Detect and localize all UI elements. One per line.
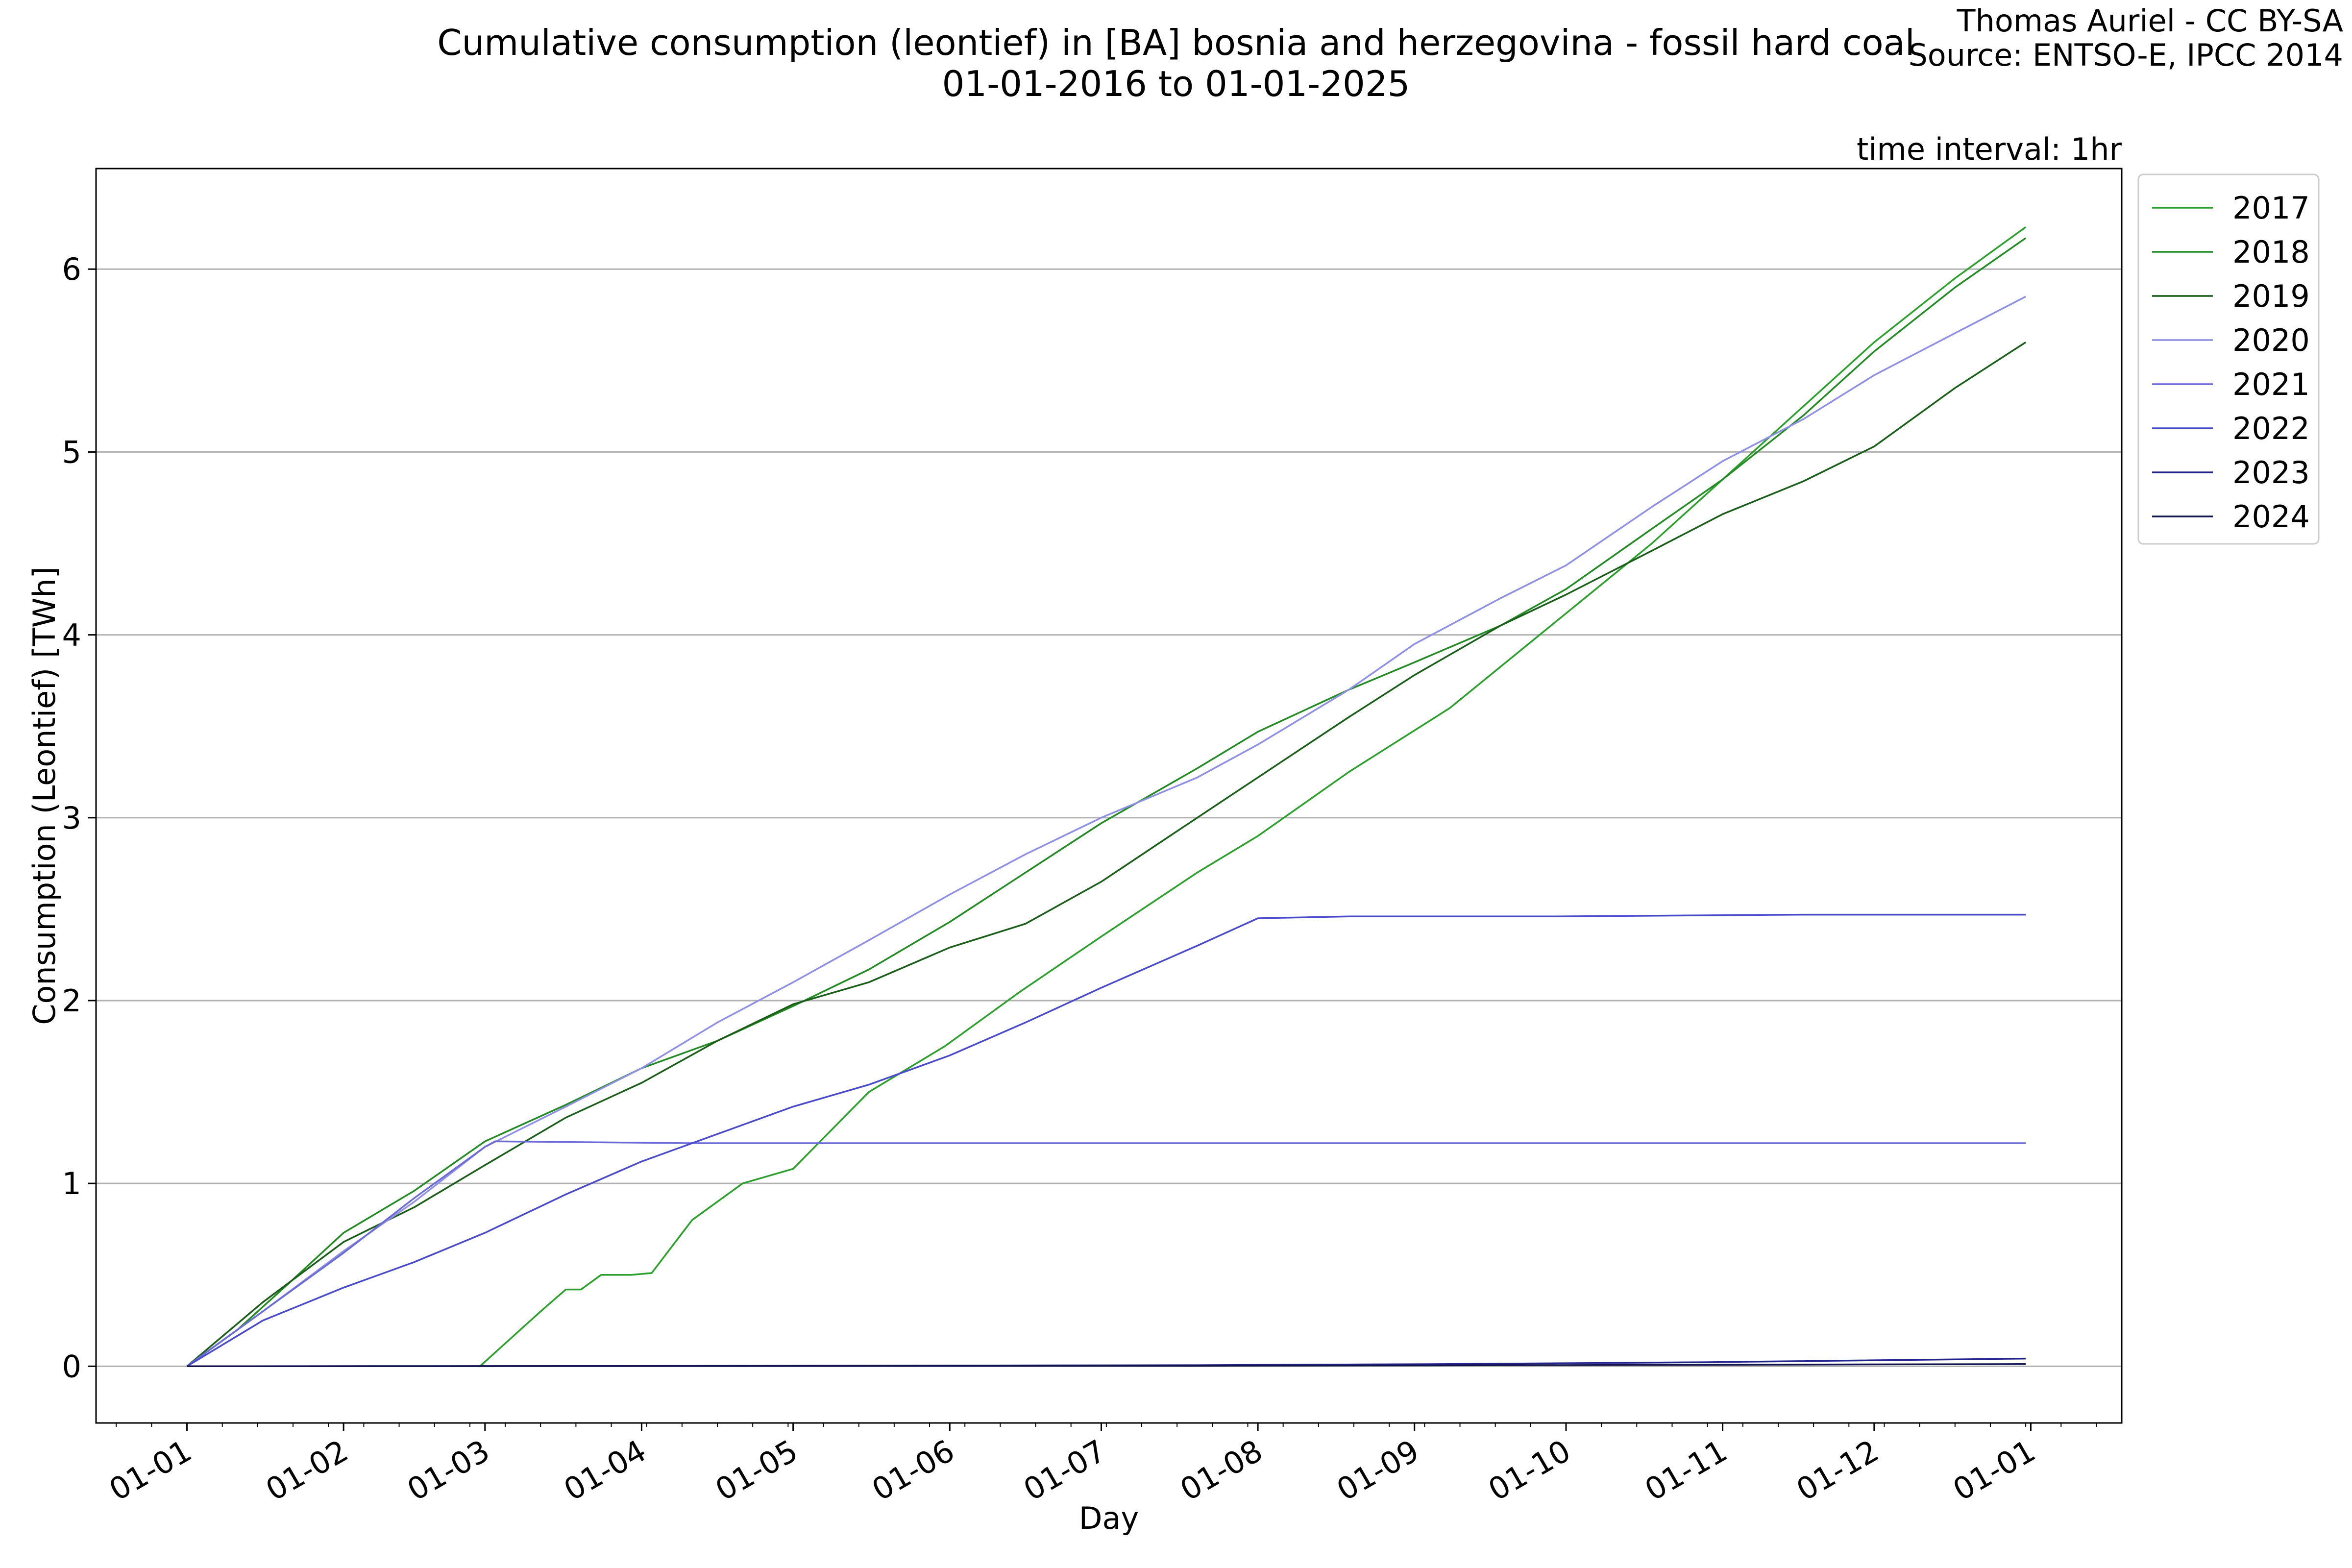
- legend: 2017 2018 2019 2020 2021 2022 2023 2024: [2137, 173, 2320, 545]
- y-axis-label: Consumption (Leontief) [TWh]: [26, 566, 62, 1025]
- x-tick-label: 01-11: [1639, 1433, 1734, 1508]
- x-tick-label: 01-05: [710, 1433, 804, 1508]
- y-tick-label: 0: [62, 1348, 81, 1384]
- x-tick-label: 01-03: [401, 1433, 496, 1508]
- x-tick-label: 01-10: [1482, 1433, 1577, 1508]
- y-tick-label: 4: [62, 617, 81, 653]
- y-tick-label: 1: [62, 1166, 81, 1201]
- credit-source: Source: ENTSO-E, IPCC 2014: [1908, 37, 2343, 73]
- credit-author: Thomas Auriel - CC BY-SA: [1957, 3, 2343, 39]
- series-layer: [186, 226, 2027, 1368]
- x-tick-label: 01-01: [1947, 1433, 2041, 1508]
- legend-label: 2021: [2232, 367, 2310, 402]
- y-axis: 0 1 2 3 4 5 6: [62, 251, 96, 1384]
- x-tick-label: 01-09: [1331, 1433, 1425, 1508]
- x-axis: 01-01 01-02 01-03 01-04 01-05 01-06 01-07 01-08…: [103, 1423, 2097, 1508]
- x-tick-label: 01-07: [1018, 1433, 1112, 1508]
- x-tick-label: 01-02: [260, 1433, 354, 1508]
- x-tick-label: 01-08: [1174, 1433, 1269, 1508]
- chart-title: Cumulative consumption (leontief) in [BA…: [437, 22, 1915, 63]
- legend-label: 2018: [2232, 234, 2310, 270]
- legend-label: 2024: [2232, 499, 2310, 535]
- chart-subtitle: 01-01-2016 to 01-01-2025: [942, 63, 1410, 104]
- plot-frame: [95, 168, 2123, 1424]
- series-line-2022: [186, 913, 2026, 1367]
- y-tick-label: 2: [62, 983, 81, 1019]
- time-interval-annotation: time interval: 1hr: [1857, 131, 2122, 167]
- legend-label: 2022: [2232, 411, 2310, 446]
- grid: [96, 268, 2122, 1367]
- y-tick-label: 5: [62, 434, 81, 470]
- x-tick-label: 01-01: [103, 1433, 198, 1508]
- legend-box: [2137, 173, 2320, 545]
- series-line-2024: [187, 1363, 2026, 1368]
- x-axis-label: Day: [1079, 1500, 1139, 1536]
- x-tick-label: 01-06: [866, 1433, 960, 1508]
- x-tick-label: 01-12: [1790, 1433, 1885, 1508]
- legend-label: 2019: [2232, 278, 2310, 314]
- series-line-2017: [187, 226, 2027, 1368]
- series-line-2021: [186, 1140, 2026, 1367]
- series-line-2018: [186, 237, 2027, 1367]
- y-tick-label: 3: [62, 800, 81, 836]
- legend-label: 2023: [2232, 455, 2310, 490]
- legend-label: 2017: [2232, 190, 2310, 226]
- series-line-2019: [186, 342, 2027, 1367]
- y-tick-label: 6: [62, 251, 81, 287]
- legend-label: 2020: [2232, 322, 2310, 358]
- x-tick-label: 01-04: [558, 1433, 652, 1508]
